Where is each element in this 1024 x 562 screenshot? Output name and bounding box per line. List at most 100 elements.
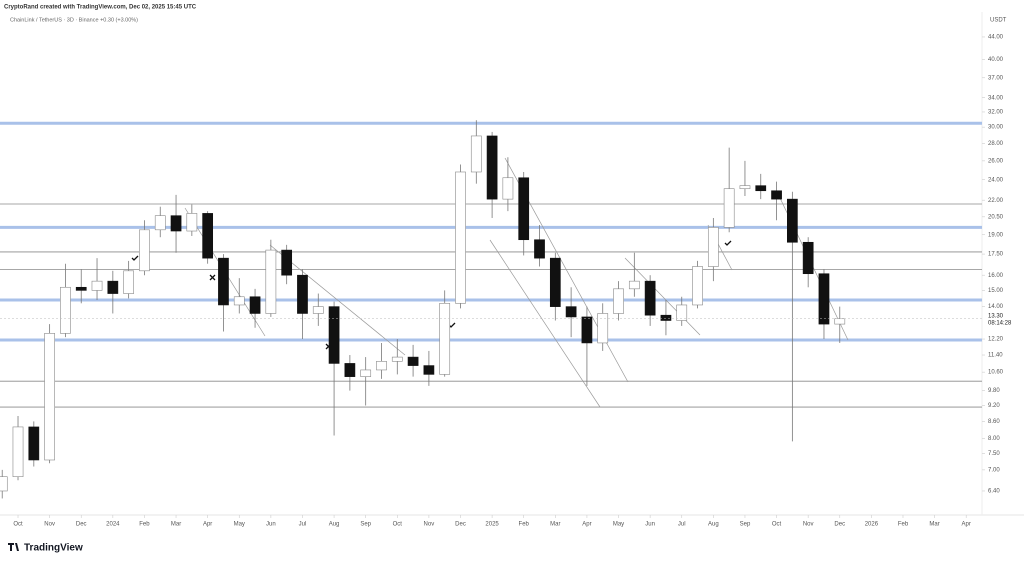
x-tick-label: Mar <box>550 522 560 528</box>
candle-body <box>44 333 55 461</box>
x-tick-label: Mar <box>929 522 939 528</box>
candle-body <box>344 363 356 377</box>
trend-line <box>624 257 701 336</box>
candle-body <box>154 215 166 231</box>
candle-body <box>407 356 419 366</box>
x-tick-label: Nov <box>44 522 55 528</box>
last-price-label: 13.30 <box>988 313 1004 319</box>
x-tick-label: 2025 <box>485 522 499 528</box>
y-tick-label: 44.00 <box>988 35 1004 41</box>
candle-body <box>597 313 609 344</box>
candle-body <box>170 215 182 232</box>
candle-body <box>470 135 482 173</box>
candle-body <box>818 273 830 325</box>
candle-body <box>202 213 214 259</box>
x-tick-label: Aug <box>329 522 340 528</box>
candle-body <box>91 280 103 291</box>
y-tick-label: 11.40 <box>988 353 1003 359</box>
candle-body <box>60 286 71 334</box>
candle-body <box>328 306 340 364</box>
candle-body <box>75 286 87 291</box>
x-tick-label: Dec <box>76 522 87 528</box>
candle-body <box>439 302 451 375</box>
candle-body <box>660 314 672 321</box>
y-tick-label: 19.00 <box>988 232 1004 238</box>
candle-body <box>518 177 530 241</box>
y-tick-label: 10.60 <box>988 370 1004 376</box>
y-tick-label: 40.00 <box>988 57 1004 63</box>
x-tick-label: Nov <box>803 522 814 528</box>
x-tick-label: 2026 <box>865 522 879 528</box>
x-tick-label: Feb <box>139 522 150 528</box>
check-mark <box>724 240 732 246</box>
candle-body <box>707 227 719 267</box>
candle-body <box>312 306 324 314</box>
y-tick-label: 34.00 <box>988 95 1004 101</box>
y-tick-label: 28.00 <box>988 141 1004 147</box>
candle-body <box>676 304 688 321</box>
candle-body <box>360 369 372 377</box>
y-tick-label: 15.00 <box>988 288 1004 294</box>
x-tick-label: Oct <box>393 522 403 528</box>
x-tick-label: Jun <box>266 522 276 528</box>
y-tick-label: 9.20 <box>988 403 1000 409</box>
candle-body <box>28 426 40 461</box>
countdown: 08:14:28 <box>988 320 1012 326</box>
chart-subtitle: ChainLink / TetherUS · 3D · Binance +0.3… <box>10 17 138 23</box>
candle-body <box>186 213 198 232</box>
x-tick-label: Oct <box>13 522 23 528</box>
candle-body <box>281 249 293 276</box>
trend-line <box>269 244 406 356</box>
x-tick-label: Mar <box>171 522 181 528</box>
candle-body <box>297 274 308 314</box>
candle-body <box>787 198 798 243</box>
candle-body <box>376 360 387 371</box>
logo-icon <box>8 543 19 551</box>
candle-body <box>486 135 498 200</box>
x-tick-label: Feb <box>519 522 530 528</box>
candle-body <box>565 306 577 318</box>
x-tick-label: May <box>234 522 245 528</box>
candle-body <box>834 318 846 325</box>
x-tick-label: Dec <box>834 522 845 528</box>
x-tick-label: Feb <box>898 522 909 528</box>
y-tick-label: 17.50 <box>988 252 1004 258</box>
y-tick-label: 32.00 <box>988 110 1004 116</box>
candle-body <box>613 288 624 314</box>
x-tick-label: Apr <box>962 522 971 528</box>
x-tick-label: Aug <box>708 522 719 528</box>
candle-body <box>771 190 782 200</box>
candle-body <box>391 356 403 362</box>
y-axis-label: USDT <box>990 18 1007 24</box>
candle-body <box>534 239 545 259</box>
watermark: TradingView <box>24 543 83 554</box>
y-tick-label: 16.00 <box>988 273 1004 279</box>
x-tick-label: Dec <box>455 522 466 528</box>
candle-body <box>644 280 656 316</box>
y-tick-label: 6.40 <box>988 489 1000 495</box>
candle-body <box>581 316 593 344</box>
trend-line <box>489 239 601 408</box>
y-tick-label: 7.00 <box>988 467 1000 473</box>
candle-body <box>107 280 119 294</box>
y-tick-label: 8.60 <box>988 419 1000 425</box>
x-tick-label: Apr <box>582 522 591 528</box>
chart-title: CryptoRand created with TradingView.com,… <box>4 5 197 11</box>
y-tick-label: 30.00 <box>988 125 1004 131</box>
candle-body <box>233 296 245 306</box>
x-tick-label: Jul <box>299 522 307 528</box>
candle-body <box>723 188 735 228</box>
candle-body <box>218 257 229 306</box>
logo: TradingView <box>8 543 83 554</box>
y-tick-label: 9.80 <box>988 388 1000 394</box>
y-tick-label: 24.00 <box>988 177 1004 183</box>
x-tick-label: 2024 <box>106 522 120 528</box>
x-tick-label: Apr <box>203 522 212 528</box>
y-tick-label: 37.00 <box>988 75 1004 81</box>
candle-body <box>123 270 134 294</box>
candle-body <box>628 280 640 290</box>
check-mark <box>131 255 139 261</box>
x-tick-label: Jun <box>645 522 655 528</box>
